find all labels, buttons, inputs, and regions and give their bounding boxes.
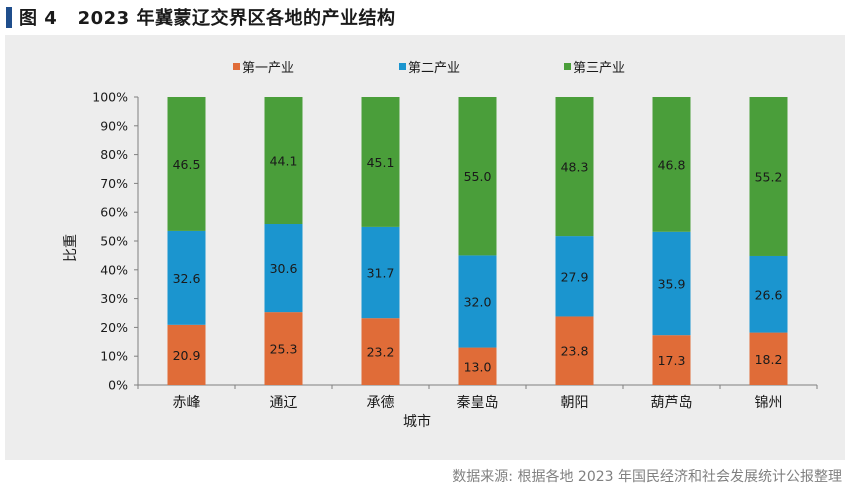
bar-value-label: 20.9 (173, 348, 201, 363)
bar-segment (749, 97, 788, 256)
bar-value-label: 18.2 (755, 352, 783, 367)
chart-panel: 第一产业 第二产业 第三产业 0% 10% 20% 30% 40% 50% 60% 70% 80% 9… (5, 35, 845, 460)
legend-swatch (233, 63, 240, 70)
bar-value-label: 25.3 (270, 342, 298, 357)
y-tick-label: 30% (100, 291, 128, 306)
bar-segment (555, 316, 594, 385)
bar-segment (264, 224, 303, 313)
legend: 第一产业 第二产业 第三产业 (233, 61, 625, 76)
bar-segment (361, 226, 400, 319)
y-tick-label: 20% (100, 320, 128, 335)
bar-segment (361, 97, 400, 227)
bar-value-label: 32.6 (173, 271, 201, 286)
legend-swatch (564, 63, 571, 70)
x-category-label: 承德 (367, 395, 395, 411)
y-tick-label: 10% (100, 349, 128, 364)
figure-title: 图 4 2023 年冀蒙辽交界区各地的产业结构 (19, 8, 396, 29)
figure-title-bar: 图 4 2023 年冀蒙辽交界区各地的产业结构 (6, 5, 395, 29)
bar-value-label: 55.2 (755, 169, 783, 184)
y-tick-label: 40% (100, 262, 128, 277)
bar-value-label: 46.8 (658, 157, 686, 172)
bar-segment (361, 318, 400, 385)
bar-value-label: 26.6 (755, 287, 783, 302)
y-axis-label: 比重 (63, 234, 79, 262)
bar-value-label: 23.2 (367, 345, 395, 360)
bar-segment (749, 332, 788, 385)
bar-segment (652, 231, 691, 336)
stacked-bar-chart: 第一产业 第二产业 第三产业 0% 10% 20% 30% 40% 50% 60% 70% 80% 9… (63, 61, 818, 430)
bar-segment (264, 97, 303, 225)
bar-value-label: 46.5 (173, 157, 201, 172)
bar-segment (652, 335, 691, 385)
bar-value-label: 17.3 (658, 353, 686, 368)
bar-value-label: 23.8 (561, 344, 589, 359)
bar-segment (167, 324, 206, 385)
bar-value-label: 31.7 (367, 266, 395, 281)
y-tick-label: 0% (108, 378, 128, 393)
legend-swatch (399, 63, 406, 70)
bar-value-label: 35.9 (658, 276, 686, 291)
x-category-label: 秦皇岛 (457, 395, 499, 411)
bar-segment (264, 312, 303, 385)
bar-segment (167, 97, 206, 231)
bar-value-label: 48.3 (561, 160, 589, 175)
y-tick-label: 100% (92, 90, 128, 105)
bar-value-label: 45.1 (367, 155, 395, 170)
bar-segment (458, 97, 497, 256)
legend-label: 第一产业 (242, 61, 294, 76)
source-note: 数据来源: 根据各地 2023 年国民经济和社会发展统计公报整理 (452, 469, 842, 485)
y-tick-label: 50% (100, 234, 128, 249)
legend-label: 第三产业 (573, 61, 625, 76)
bar-segment (652, 97, 691, 232)
bar-value-label: 13.0 (464, 359, 492, 374)
y-tick-label: 60% (100, 205, 128, 220)
value-labels: 20.9 32.6 46.5 25.3 30.6 44.1 23.2 31.7 45.1 13.0… (173, 154, 783, 375)
x-axis-label: 城市 (403, 413, 431, 430)
bar-segment (458, 347, 497, 385)
bar-segment (167, 230, 206, 325)
x-category-label: 锦州 (755, 394, 783, 411)
y-tick-label: 70% (100, 176, 128, 191)
bar-value-label: 27.9 (561, 269, 589, 284)
x-category-label: 赤峰 (173, 395, 201, 411)
x-category-label: 葫芦岛 (651, 395, 693, 411)
bar-value-label: 30.6 (270, 261, 298, 276)
bars (167, 97, 788, 385)
x-category-label: 通辽 (270, 395, 298, 411)
axes: 0% 10% 20% 30% 40% 50% 60% 70% 80% 90% 100% 赤峰 通辽 承德 秦… (92, 90, 818, 411)
y-tick-label: 80% (100, 147, 128, 162)
bar-value-label: 44.1 (270, 154, 298, 169)
bar-segment (555, 236, 594, 317)
bar-value-label: 32.0 (464, 294, 492, 309)
legend-label: 第二产业 (408, 61, 460, 76)
bar-value-label: 55.0 (464, 169, 492, 184)
bar-segment (458, 255, 497, 348)
bar-segment (749, 255, 788, 333)
y-tick-label: 90% (100, 118, 128, 133)
title-marker (6, 6, 12, 28)
bar-segment (555, 97, 594, 237)
x-category-label: 朝阳 (561, 395, 589, 411)
